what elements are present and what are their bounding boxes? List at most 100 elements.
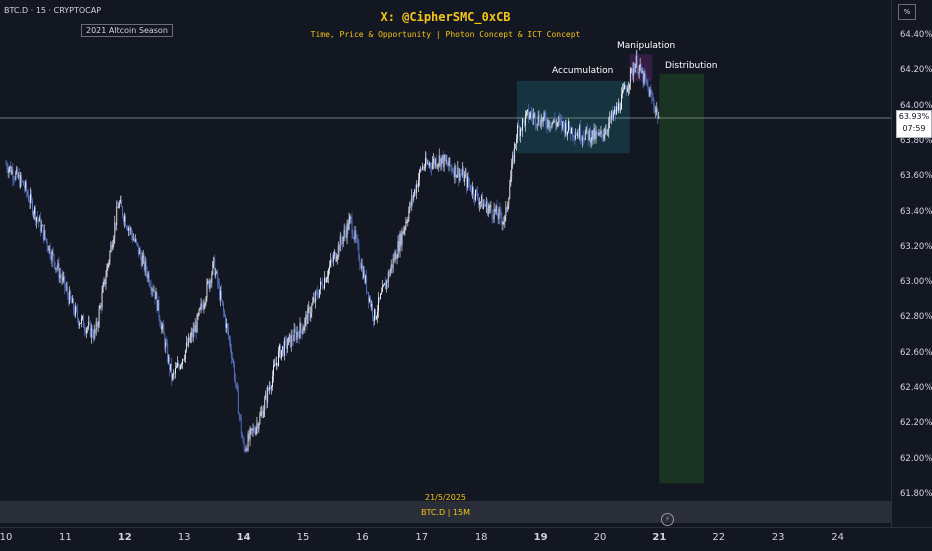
plot-canvas[interactable] xyxy=(0,0,891,527)
candle-body xyxy=(599,132,601,134)
candle-body xyxy=(270,387,272,389)
candle-body xyxy=(103,279,105,286)
candle-body xyxy=(93,329,95,339)
candle-body xyxy=(544,112,546,118)
time-tick-label: 20 xyxy=(593,532,607,543)
candle-body xyxy=(537,115,539,125)
candle-body xyxy=(276,362,277,366)
candle-body xyxy=(85,328,87,333)
candle-body xyxy=(166,342,168,345)
candle-body xyxy=(459,173,461,181)
candle-body xyxy=(176,366,177,369)
candle-body xyxy=(344,230,346,233)
candle-body xyxy=(187,337,189,346)
candle-body xyxy=(625,85,626,89)
candle-body xyxy=(460,173,462,175)
candle-body xyxy=(202,306,204,309)
candle-body xyxy=(453,171,455,178)
candle-body xyxy=(517,125,519,139)
indicator-pill[interactable]: 2021 Altcoin Season xyxy=(81,24,173,37)
candle-body xyxy=(575,135,576,139)
candle-body xyxy=(164,334,166,348)
candle-body xyxy=(457,167,459,176)
candle-body xyxy=(173,373,174,375)
candle-body xyxy=(442,155,444,168)
candle-body xyxy=(110,244,112,252)
candle-body xyxy=(239,414,241,419)
candle-body xyxy=(422,166,423,170)
candle-body xyxy=(197,314,199,316)
candle-body xyxy=(463,168,465,182)
candle-body xyxy=(334,252,336,261)
lightning-icon[interactable]: ⚡ xyxy=(661,513,674,526)
candle-body xyxy=(383,283,385,286)
candle-body xyxy=(535,124,537,126)
candle-body xyxy=(38,217,40,222)
candle-body xyxy=(503,221,505,223)
time-tick-label: 10 xyxy=(0,532,13,543)
candle-body xyxy=(614,108,616,113)
symbol-label: BTC.D · 15 · CRYPTOCAP xyxy=(4,6,102,15)
price-tick-label: 62.60% xyxy=(900,347,932,358)
candle-body xyxy=(446,160,448,165)
candle-body xyxy=(29,200,30,203)
candle-body xyxy=(274,364,275,366)
candle-body xyxy=(144,261,146,270)
candle-body xyxy=(79,323,80,326)
candle-body xyxy=(301,329,303,334)
candle-body xyxy=(72,298,74,304)
price-tick-label: 62.40% xyxy=(900,383,932,394)
candle-body xyxy=(528,116,530,119)
candle-body xyxy=(358,243,360,260)
candle-body xyxy=(315,291,317,302)
candle-body xyxy=(218,283,220,285)
candle-body xyxy=(136,242,138,245)
candle-body xyxy=(522,119,523,131)
candle-body xyxy=(285,339,287,349)
candle-body xyxy=(612,111,614,117)
candle-body xyxy=(348,219,350,230)
candle-body xyxy=(366,275,368,292)
candle-body xyxy=(379,294,381,300)
candle-body xyxy=(215,272,217,276)
candle-body xyxy=(61,277,63,281)
candle-body xyxy=(373,316,374,322)
time-axis[interactable] xyxy=(0,527,932,551)
candle-body xyxy=(390,264,392,271)
candle-body xyxy=(384,283,386,290)
candle-body xyxy=(486,201,488,215)
candle-body xyxy=(203,304,205,309)
candle-body xyxy=(512,155,514,164)
candle-body xyxy=(645,78,647,80)
candle-body xyxy=(140,255,142,266)
candle-body xyxy=(651,92,653,99)
candle-body xyxy=(60,274,62,278)
candle-body xyxy=(17,168,19,178)
candle-body xyxy=(97,324,99,327)
candle-body xyxy=(546,124,548,128)
candle-body xyxy=(385,280,387,290)
candle-body xyxy=(644,72,646,79)
candle-body xyxy=(591,130,593,140)
time-tick-label: 17 xyxy=(415,532,429,543)
candle-body xyxy=(464,175,466,182)
candle-body xyxy=(368,292,370,302)
percent-scale-button[interactable]: % xyxy=(898,4,916,20)
candle-body xyxy=(55,267,57,269)
candle-body xyxy=(444,155,446,161)
candle-body xyxy=(451,167,453,172)
candle-body xyxy=(435,159,437,167)
candle-body xyxy=(590,139,592,144)
candle-body xyxy=(398,241,400,252)
candle-body xyxy=(635,56,637,65)
candle-body xyxy=(165,342,167,348)
candle-body xyxy=(524,119,525,126)
candle-body xyxy=(620,109,621,111)
candle-body xyxy=(461,174,463,175)
candle-body xyxy=(594,128,596,139)
candle-body xyxy=(186,342,188,346)
candle-body xyxy=(450,165,452,168)
candle-body xyxy=(66,287,68,289)
manipulation-label: Manipulation xyxy=(617,41,676,51)
